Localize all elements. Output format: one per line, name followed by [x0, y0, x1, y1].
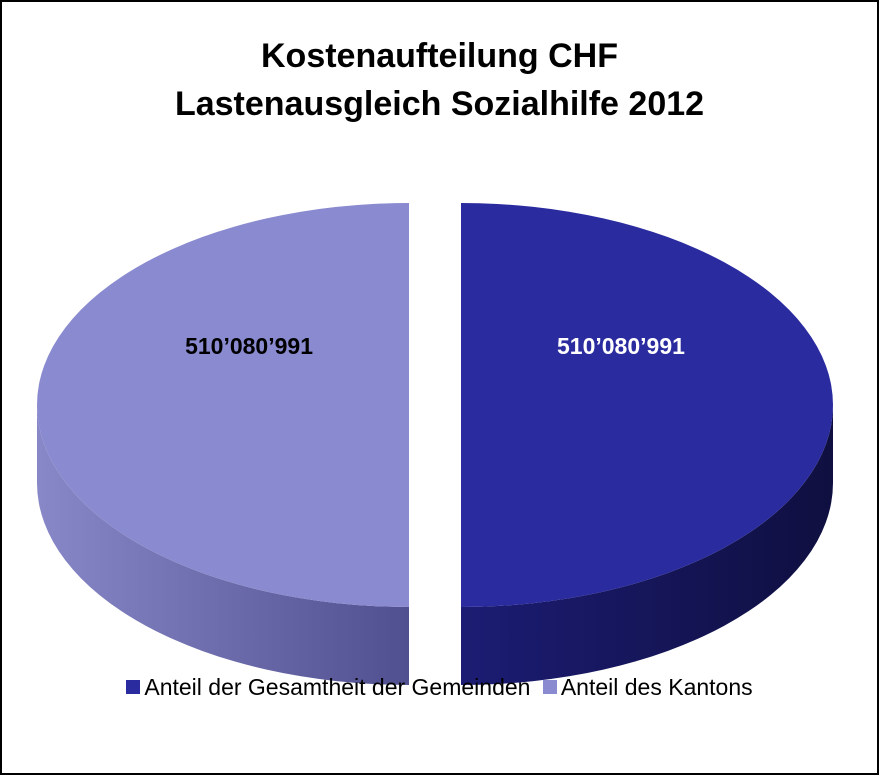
legend-label-gemeinden: Anteil der Gesamtheit der Gemeinden [144, 674, 531, 700]
pie-slice-top-kanton [37, 203, 409, 607]
data-label-kanton: 510’080’991 [185, 333, 313, 359]
legend-item-kanton: Anteil des Kantons [542, 674, 753, 701]
legend-swatch-gemeinden [126, 680, 141, 694]
pie-slice-side-gemeinden [461, 405, 833, 685]
chart-title-line-1: Kostenaufteilung CHF [261, 37, 618, 75]
legend-item-gemeinden: Anteil der Gesamtheit der Gemeinden [126, 674, 530, 701]
pie-slice-top-gemeinden [461, 203, 833, 607]
legend-label-kanton: Anteil des Kantons [560, 674, 753, 700]
chart-title-line-2: Lastenausgleich Sozialhilfe 2012 [174, 85, 705, 123]
legend-swatch-kanton [542, 680, 557, 694]
chart-legend: Anteil der Gesamtheit der Gemeinden Ante… [2, 674, 877, 701]
data-label-gemeinden: 510’080’991 [557, 333, 685, 359]
pie-slice-side-kanton [37, 405, 409, 685]
chart-title: Kostenaufteilung CHF Lastenausgleich Soz… [2, 32, 877, 128]
